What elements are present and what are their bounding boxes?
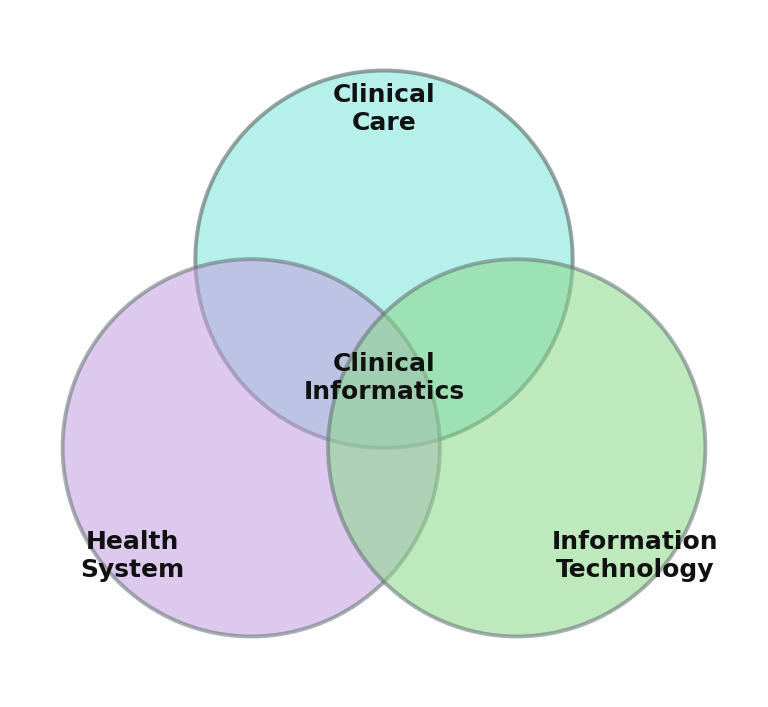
Text: Information
Technology: Information Technology xyxy=(552,530,719,582)
Circle shape xyxy=(328,259,705,636)
Text: Clinical
Care: Clinical Care xyxy=(333,83,435,135)
Text: Clinical
Informatics: Clinical Informatics xyxy=(303,352,465,404)
Circle shape xyxy=(195,71,573,448)
Circle shape xyxy=(63,259,440,636)
Text: Health
System: Health System xyxy=(81,530,184,582)
